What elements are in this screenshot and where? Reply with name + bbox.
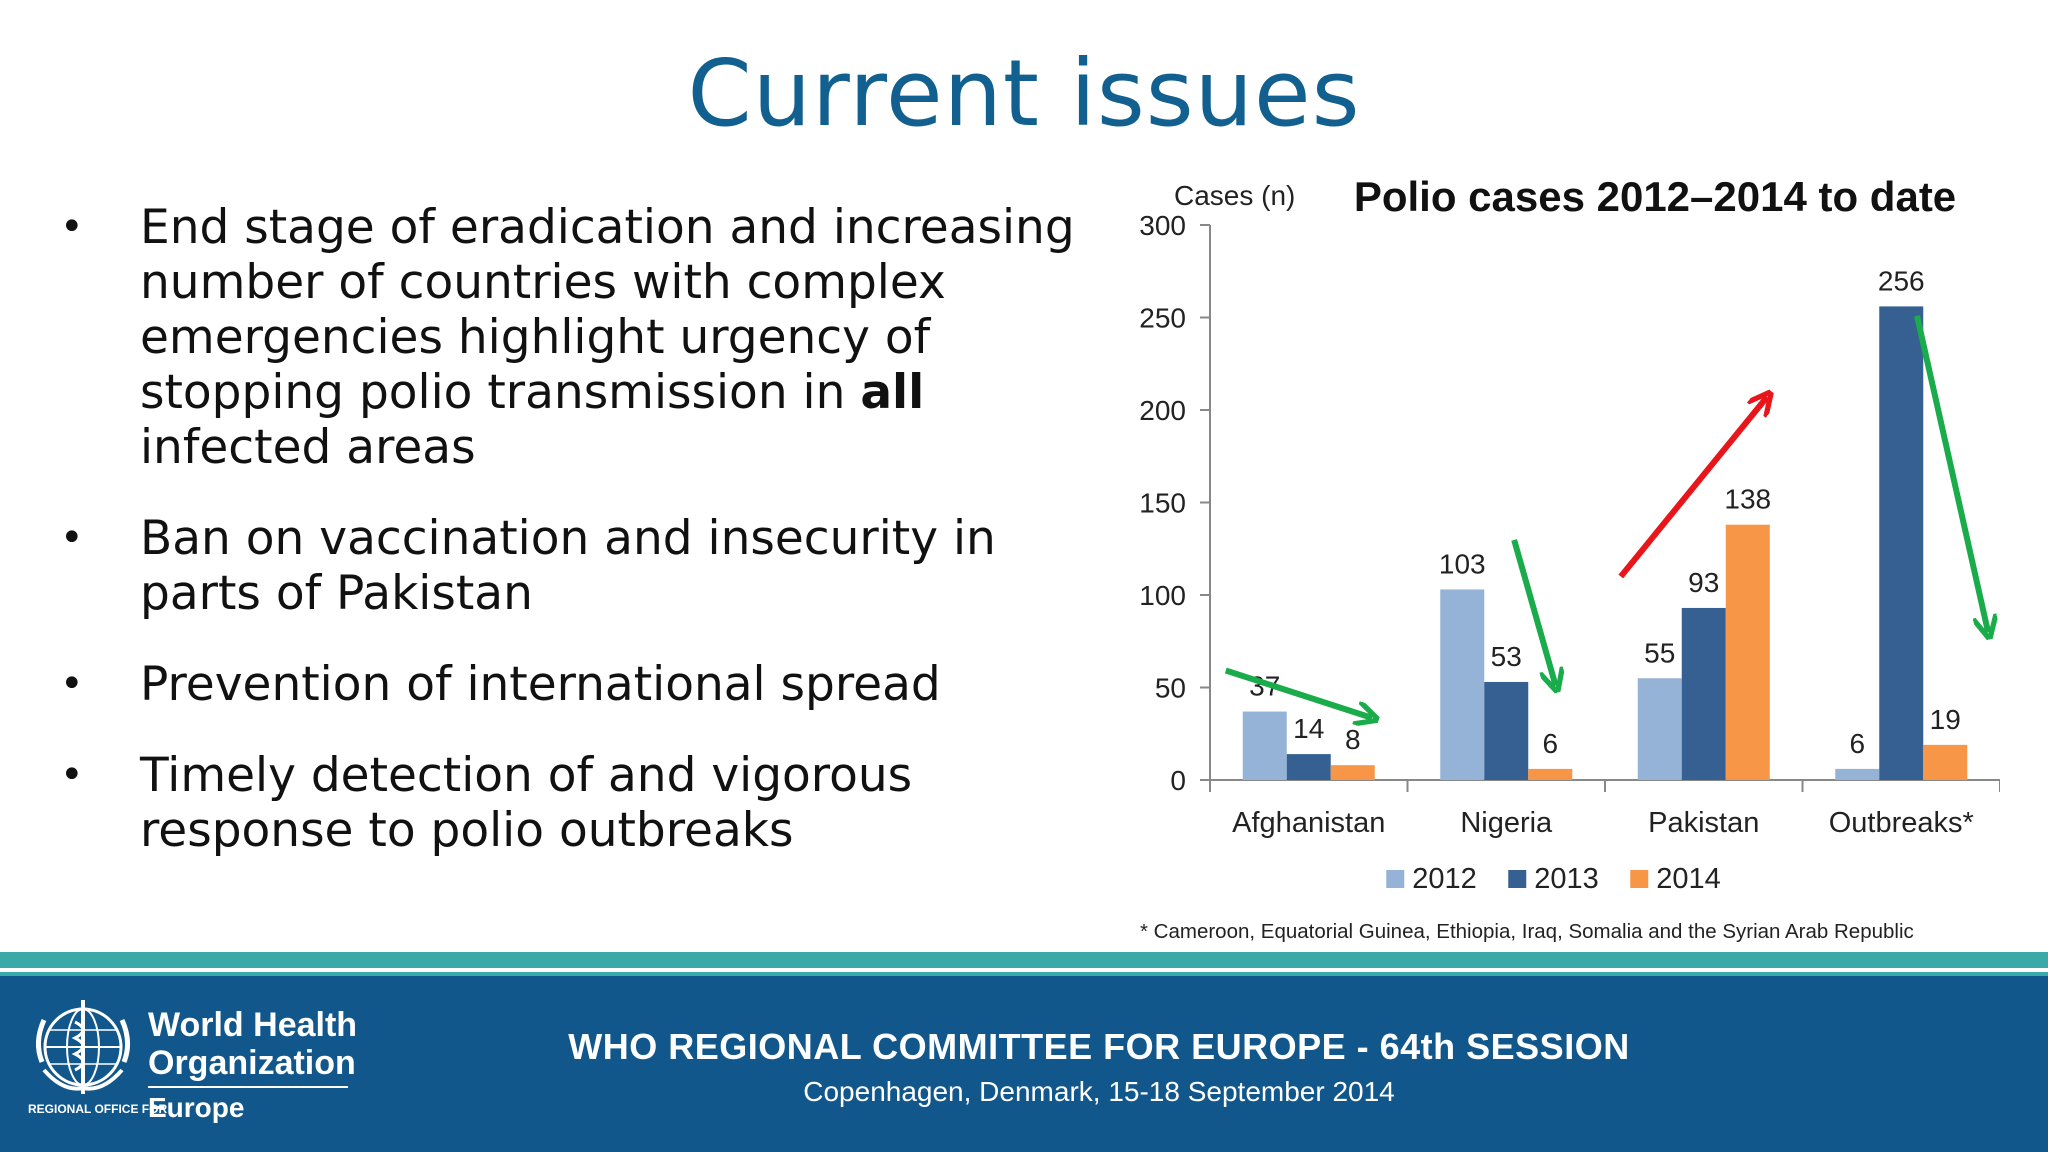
- bar-2014: [1528, 768, 1573, 780]
- event-subtitle: Copenhagen, Denmark, 15-18 September 201…: [803, 1076, 1395, 1107]
- bar-2012: [1440, 589, 1485, 780]
- footer-accent-bar: [0, 952, 2048, 968]
- data-label: 6: [1849, 728, 1865, 759]
- bullet-marker: •: [60, 661, 84, 707]
- legend-swatch: [1508, 870, 1527, 888]
- footer-accent-gap: [0, 968, 2048, 972]
- trend-arrow-down: [1224, 667, 1372, 717]
- footer-accent-line: [0, 972, 2048, 976]
- data-label: 53: [1491, 641, 1522, 672]
- x-tick-label: Pakistan: [1648, 807, 1759, 839]
- x-tick-label: Afghanistan: [1232, 807, 1385, 839]
- legend-label: 2014: [1656, 863, 1721, 895]
- bullet-marker: •: [60, 204, 84, 250]
- slide-title: Current issues: [687, 40, 1361, 147]
- data-label: 93: [1688, 567, 1719, 598]
- bar-2013: [1681, 607, 1726, 780]
- y-tick-label: 0: [1170, 765, 1186, 796]
- bar-2013: [1879, 306, 1924, 780]
- legend-swatch: [1386, 870, 1405, 888]
- bar-2014: [1330, 765, 1375, 780]
- organization-name-line2: Organization: [148, 1044, 356, 1082]
- trend-arrow-down: [1914, 315, 1988, 632]
- trend-arrow-down: [1511, 539, 1555, 686]
- organization-name-line1: World Health: [148, 1006, 358, 1044]
- bar-2013: [1286, 754, 1331, 780]
- chart-title: Polio cases 2012–2014 to date: [1354, 173, 1956, 220]
- who-emblem-icon: [36, 1000, 130, 1094]
- region-name: Europe: [148, 1092, 245, 1123]
- bar-2013: [1484, 681, 1529, 780]
- data-label: 256: [1878, 265, 1925, 296]
- organization-divider: [148, 1086, 348, 1088]
- bar-2014: [1725, 524, 1770, 780]
- bullet-text: Timely detection of and vigorous respons…: [140, 748, 913, 858]
- bullet-item: • End stage of eradication and increasing…: [60, 200, 1120, 475]
- bar-2012: [1637, 678, 1682, 780]
- y-axis-label: Cases (n): [1174, 180, 1295, 211]
- bullet-marker: •: [60, 515, 84, 561]
- legend-label: 2012: [1412, 863, 1477, 895]
- polio-cases-chart: Polio cases 2012–2014 to date Cases (n) 0 5…: [1139, 173, 2000, 895]
- x-tick-label: Nigeria: [1460, 807, 1553, 839]
- data-label: 138: [1724, 484, 1771, 515]
- y-tick-label: 250: [1139, 303, 1186, 334]
- y-tick-label: 150: [1139, 488, 1186, 519]
- bullet-list: • End stage of eradication and increasing…: [60, 200, 1120, 894]
- bullet-item: • Prevention of international spread: [60, 657, 1120, 712]
- data-label: 8: [1345, 724, 1361, 755]
- bar-2014: [1923, 744, 1968, 780]
- x-tick-label: Outbreaks*: [1829, 807, 1974, 839]
- bar-2012: [1242, 711, 1287, 780]
- bullet-text: End stage of eradication and increasing …: [140, 200, 1075, 475]
- bullet-emphasis: all: [860, 365, 925, 420]
- data-label: 6: [1542, 728, 1558, 759]
- footer-banner: World Health Organization REGIONAL OFFIC…: [0, 976, 2048, 1152]
- chart-footnote: * Cameroon, Equatorial Guinea, Ethiopia,…: [1140, 920, 1914, 943]
- bullet-text: Prevention of international spread: [140, 657, 941, 712]
- data-label: 14: [1293, 713, 1324, 744]
- legend-label: 2013: [1534, 863, 1599, 895]
- event-title: WHO REGIONAL COMMITTEE FOR EUROPE - 64th…: [568, 1026, 1630, 1067]
- legend-swatch: [1630, 870, 1649, 888]
- bullet-text: Ban on vaccination and insecurity in par…: [140, 511, 996, 621]
- trend-arrow-up: [1618, 397, 1767, 579]
- y-tick-label: 100: [1139, 580, 1186, 611]
- y-tick-label: 50: [1155, 673, 1186, 704]
- data-label: 19: [1930, 704, 1961, 735]
- bar-2012: [1835, 768, 1880, 780]
- bullet-marker: •: [60, 752, 84, 798]
- y-tick-label: 200: [1139, 395, 1186, 426]
- data-label: 55: [1644, 637, 1675, 668]
- bullet-item: • Timely detection of and vigorous respon…: [60, 748, 1120, 858]
- regional-office-label: REGIONAL OFFICE FOR: [28, 1102, 168, 1116]
- organization-name: World Health Organization: [148, 1006, 357, 1082]
- data-label: 103: [1439, 548, 1486, 579]
- bullet-item: • Ban on vaccination and insecurity in pa…: [60, 511, 1120, 621]
- y-tick-label: 300: [1139, 210, 1186, 241]
